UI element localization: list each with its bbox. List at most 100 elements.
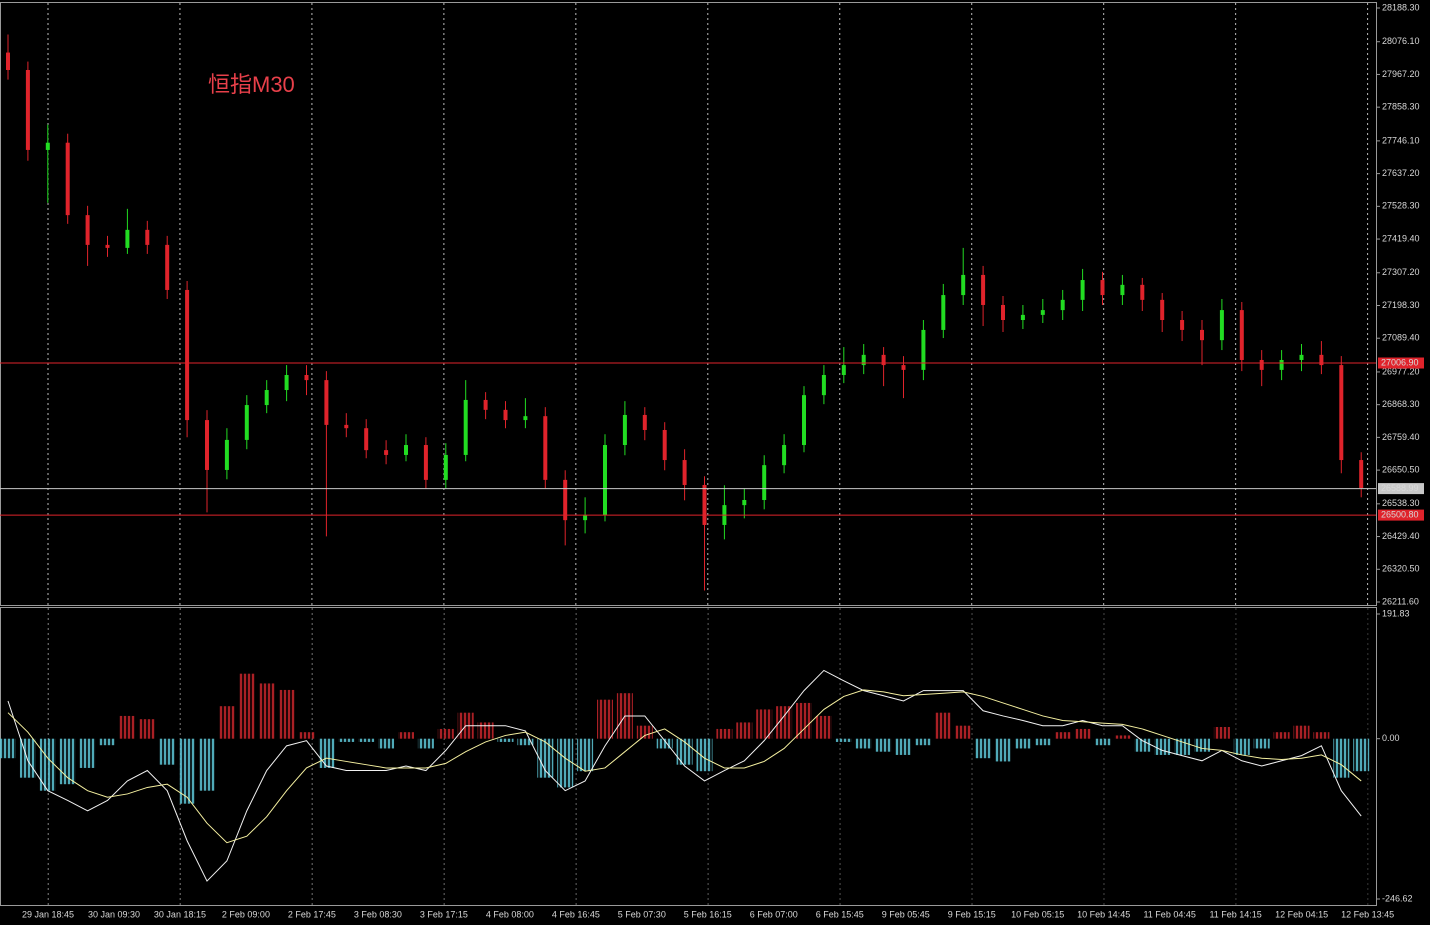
- x-tick-label: 30 Jan 09:30: [88, 909, 140, 919]
- candle-body: [423, 445, 428, 480]
- candle-body: [244, 405, 249, 440]
- histogram-bar: [517, 738, 534, 746]
- candle-body: [1359, 460, 1364, 488]
- x-tick-label: 10 Feb 14:45: [1077, 909, 1130, 919]
- candle-body: [443, 454, 448, 480]
- x-tick-label: 2 Feb 17:45: [288, 909, 336, 919]
- histogram-bar: [557, 738, 574, 788]
- candle-body: [1180, 320, 1185, 330]
- candle-body: [1319, 354, 1324, 366]
- y-tick-label: 26320.50: [1382, 564, 1420, 574]
- candle-body: [1020, 314, 1025, 321]
- x-tick-label: 9 Feb 05:45: [882, 909, 930, 919]
- histogram-bar: [0, 738, 16, 759]
- candle-body: [1001, 304, 1005, 321]
- candle-body: [662, 429, 667, 461]
- y-tick-label: 27198.30: [1382, 300, 1420, 310]
- price-level-label: 26588.99: [1381, 483, 1419, 493]
- price-level-label: 27006.90: [1381, 357, 1419, 367]
- histogram-bar: [716, 728, 733, 739]
- histogram-bar: [1233, 738, 1250, 755]
- x-tick-label: 11 Feb 04:45: [1143, 909, 1195, 919]
- x-tick-label: 5 Feb 16:15: [684, 909, 732, 919]
- histogram-bar: [1253, 738, 1270, 749]
- x-tick-label: 3 Feb 08:30: [354, 909, 402, 919]
- candle-body: [6, 52, 10, 70]
- candle-body: [583, 515, 588, 521]
- candle-body: [841, 365, 846, 376]
- indicator-line: [7, 669, 1362, 882]
- x-tick-label: 12 Feb 13:45: [1341, 909, 1394, 919]
- candle-body: [821, 375, 826, 396]
- candle-body: [1160, 299, 1165, 321]
- x-tick-label: 29 Jan 18:45: [22, 909, 74, 919]
- candle-body: [901, 365, 906, 370]
- candle-body: [45, 142, 50, 150]
- y-tick-label: 27858.30: [1382, 102, 1420, 112]
- candle-body: [1080, 280, 1085, 300]
- candle-body: [802, 395, 806, 446]
- x-tick-label: 6 Feb 07:00: [750, 909, 798, 919]
- x-tick-label: 6 Feb 15:45: [816, 909, 864, 919]
- candle-body: [981, 274, 986, 305]
- histogram-bar: [696, 738, 713, 772]
- candle-body: [622, 414, 627, 446]
- histogram-bar: [398, 732, 414, 739]
- x-tick-label: 4 Feb 16:45: [552, 909, 600, 919]
- candle-body: [483, 399, 488, 410]
- histogram-bar: [417, 738, 434, 749]
- candle-body: [1060, 299, 1065, 311]
- indicator-line: [7, 689, 1362, 844]
- y-tick-label: 27307.20: [1382, 267, 1420, 277]
- candle-body: [125, 229, 130, 248]
- candle-body: [264, 390, 269, 406]
- histogram-bar: [1293, 725, 1310, 739]
- candle-body: [1100, 280, 1105, 296]
- candle-body: [105, 244, 110, 248]
- candle-body: [1040, 310, 1045, 315]
- histogram-bar: [1273, 732, 1290, 739]
- histogram-bar: [497, 738, 514, 742]
- histogram-bar: [597, 699, 613, 739]
- x-tick-label: 2 Feb 09:00: [222, 909, 270, 919]
- candle-body: [563, 479, 568, 521]
- candle-body: [961, 274, 966, 296]
- candle-body: [782, 445, 787, 466]
- histogram-bar: [756, 709, 773, 739]
- y-tick-label: 191.83: [1382, 608, 1410, 618]
- histogram-bar: [736, 722, 753, 739]
- x-tick-label: 4 Feb 08:00: [486, 909, 534, 919]
- candle-body: [1259, 359, 1264, 370]
- candle-body: [1140, 284, 1145, 300]
- histogram-bar: [1353, 738, 1370, 772]
- y-tick-label: 26211.60: [1382, 596, 1419, 606]
- candle-body: [324, 380, 329, 425]
- histogram-bar: [378, 738, 395, 749]
- histogram-bar: [577, 738, 594, 772]
- y-tick-label: 26868.30: [1382, 399, 1420, 409]
- candle-body: [881, 354, 886, 366]
- y-tick-label: 26429.40: [1382, 531, 1420, 541]
- y-tick-label: 27419.40: [1382, 233, 1420, 243]
- y-tick-label: 26650.50: [1382, 464, 1420, 474]
- price-level-label: 26500.80: [1381, 509, 1419, 519]
- candle-body: [682, 460, 687, 485]
- y-tick-label: 27528.30: [1382, 201, 1420, 211]
- x-tick-label: 9 Feb 15:15: [948, 909, 996, 919]
- candle-body: [85, 215, 90, 245]
- candle-body: [921, 329, 926, 370]
- y-tick-label: 28076.10: [1382, 36, 1420, 46]
- y-tick-label: 0.00: [1382, 733, 1400, 743]
- candle-body: [702, 484, 707, 525]
- candle-body: [205, 420, 209, 470]
- candle-body: [1339, 365, 1344, 461]
- y-tick-label: 26538.30: [1382, 498, 1420, 508]
- histogram-bar: [477, 722, 494, 739]
- histogram-bar: [815, 715, 832, 739]
- candle-body: [503, 409, 508, 421]
- candle-body: [762, 465, 767, 501]
- y-tick-label: 27637.20: [1382, 168, 1420, 178]
- candle-body: [344, 424, 349, 429]
- y-tick-label: -246.62: [1382, 893, 1413, 903]
- y-tick-label: 27089.40: [1382, 333, 1420, 343]
